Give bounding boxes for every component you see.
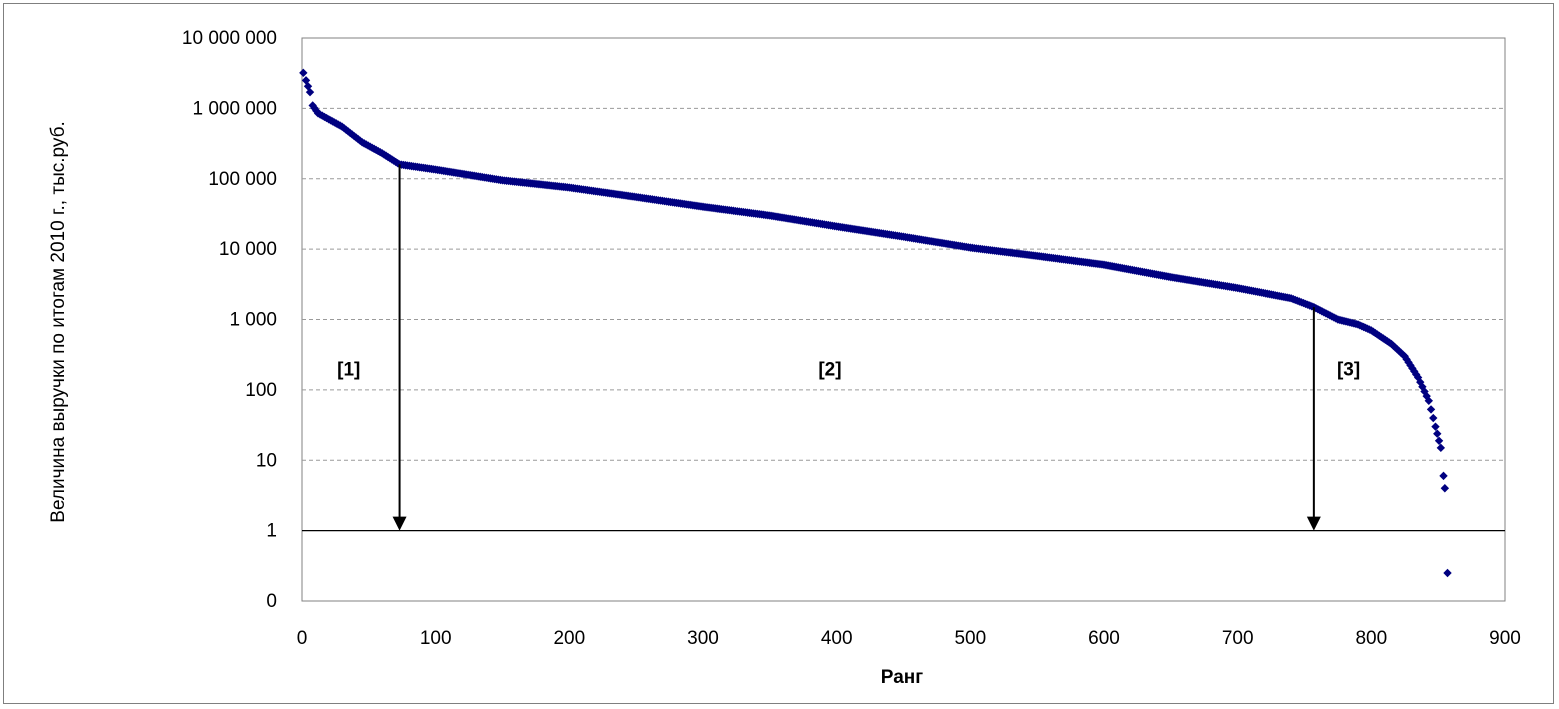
x-tick-label: 600: [1088, 628, 1120, 649]
y-tick-label: 1 000 000: [192, 98, 277, 119]
y-axis-label: Величина выручки по итогам 2010 г., тыс.…: [48, 121, 69, 522]
x-tick-label: 0: [297, 628, 308, 649]
data-point: [1408, 364, 1417, 373]
y-tick-label: 0: [266, 591, 277, 612]
x-tick-label: 900: [1489, 628, 1521, 649]
data-point: [1433, 429, 1442, 438]
data-point: [1429, 413, 1438, 423]
region-label: [3]: [1337, 360, 1360, 381]
region-labels: [1] [2] [3]: [337, 360, 1360, 381]
x-tick-label: 700: [1222, 628, 1254, 649]
y-tick-label: 10: [256, 450, 277, 471]
x-tick-label: 800: [1355, 628, 1387, 649]
x-tick-label: 300: [687, 628, 719, 649]
data-point: [1443, 568, 1452, 578]
data-point: [1439, 471, 1448, 481]
data-point: [1436, 443, 1446, 453]
x-tick-label: 500: [954, 628, 986, 649]
y-tick-label: 10 000: [219, 239, 277, 260]
arrows: [392, 164, 1321, 531]
y-tick-label: 10 000 000: [182, 28, 277, 49]
arrow-head: [1306, 516, 1321, 531]
x-tick-labels: 0 100 200 300 400 500 600 700 800 900: [297, 628, 1521, 649]
x-tick-label: 100: [420, 628, 452, 649]
y-tick-label: 1 000: [229, 310, 277, 331]
arrow-head: [392, 516, 407, 531]
data-point: [1406, 361, 1415, 370]
y-tick-label: 100 000: [208, 169, 277, 190]
x-tick-label: 200: [553, 628, 585, 649]
data-point: [299, 68, 308, 78]
data-point: [1434, 436, 1444, 445]
x-axis-label: Ранг: [881, 667, 923, 688]
x-tick-label: 400: [821, 628, 853, 649]
y-tick-label: 100: [245, 380, 277, 401]
y-tick-label: 1: [266, 521, 277, 542]
region-label: [1]: [337, 360, 360, 381]
data-point: [305, 87, 315, 97]
data-point: [1426, 405, 1436, 414]
gridlines: [301, 37, 1506, 602]
chart-frame: [3, 3, 1554, 704]
data-points: [299, 68, 1452, 578]
data-point: [1424, 396, 1434, 405]
region-label: [2]: [818, 360, 841, 381]
data-point: [1431, 422, 1440, 431]
data-point: [1440, 484, 1450, 493]
